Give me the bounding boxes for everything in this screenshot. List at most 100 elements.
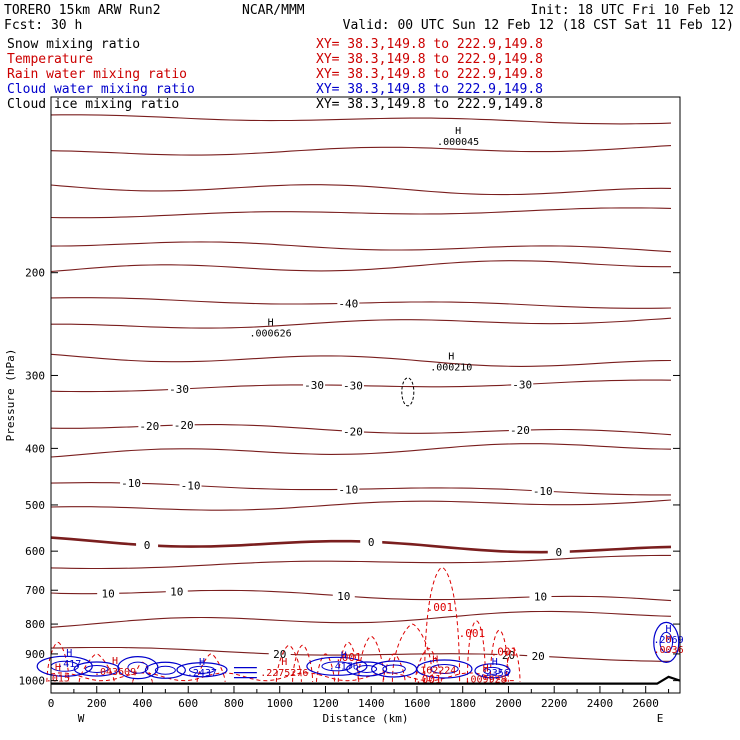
isotherm-label-bg [341,425,364,437]
x-tick-label: 0 [48,697,55,710]
isotherm-line [50,353,672,367]
maximum-marker: H [483,664,489,675]
rain-contour [78,653,115,682]
maximum-marker: H [268,317,274,328]
cloud-water-contour [188,665,215,674]
isotherm-label-bg [303,378,326,390]
isotherm-line [50,482,671,496]
plot-frame [50,96,681,694]
rain-contour-label: .001 [427,601,454,614]
isotherm-label-bg [527,650,550,662]
rain-contour [337,641,359,682]
maximum-value: .009928 [465,675,507,686]
isotherm-label: -10 [181,479,201,492]
cloud-water-contour [430,663,459,674]
isotherm-line [50,554,671,570]
plot-area: -40 -30 -30 -30 -30 -20 -20 -20 -20 -10 -10 -10 -10 0… [36,114,684,686]
rain-contour [196,653,226,682]
rain-contour [275,644,302,682]
maximum-value: .043609 [94,667,136,678]
isotherm-line [50,499,672,511]
cloud-water-contour [483,666,502,675]
x-tick-label: 2000 [495,697,522,710]
x-end-label-east: E [657,712,664,725]
maximum-value: .417 [57,659,81,670]
rain-contour-label: .001 [335,651,362,664]
cloud-water-contour [382,664,406,674]
isotherm-label-bg [337,483,360,495]
x-tick-label: 1600 [404,697,431,710]
x-tick-label: 2600 [632,697,659,710]
isotherm-label: 10 [170,585,183,598]
legend-field-name: Cloud ice mixing ratio [7,97,179,112]
rain-contour [489,629,509,682]
isotherm-label: -30 [512,378,532,391]
cloud-water-contour [127,661,149,674]
isotherm-label: -20 [174,419,194,432]
isotherm-label-bg [120,477,143,489]
cloud-water-contour [416,659,473,679]
isotherm-label: -20 [343,425,363,438]
cloud-water-contour [356,664,378,673]
isotherm-label-bg [138,420,161,432]
maximum-marker: H [448,352,454,363]
isotherm-label-bg [168,383,191,395]
maximum-value: .2437 [187,668,217,679]
chart-header: TORERO 15km ARW Run2 NCAR/MMM Init: 18 U… [4,3,734,33]
isotherm-line [50,646,671,662]
maximum-marker: H [666,624,672,635]
forecast-hour: Fcst: 30 h [4,18,82,33]
legend-field-name: Rain water mixing ratio [7,67,187,82]
y-tick-label: 800 [25,618,45,631]
isotherm-label: -20 [139,420,159,433]
init-time: Init: 18 UTC Fri 10 Feb 12 [531,3,735,18]
y-tick-label: 900 [25,648,45,661]
cloud-water-contour [321,661,353,672]
terrain-line [51,675,681,685]
cloud-water-contour [474,663,511,679]
rain-contour [391,623,433,682]
y-tick-label: 400 [25,442,45,455]
isotherm-line [50,184,672,196]
maximum-value: .0036 [654,645,684,656]
legend-field-range: XY= 38.3,149.8 to 222.9,149.8 [316,97,543,112]
x-tick-label: 1000 [266,697,293,710]
isotherm-label: 10 [534,591,547,604]
maximum-marker: H [199,657,205,668]
isotherm-label-bg [136,539,159,551]
rain-contour [466,620,486,682]
legend-field-range: XY= 38.3,149.8 to 222.9,149.8 [316,82,543,97]
legend-field-range: XY= 38.3,149.8 to 222.9,149.8 [316,67,543,82]
y-axis-label: Pressure (hPa) [4,349,17,442]
cloud-water-contour [346,661,388,677]
rain-contour [50,672,516,682]
isotherm-label: 0 [555,546,562,559]
maximum-value: .015 [46,673,70,684]
isotherm-line [50,260,671,273]
isotherm-line [50,443,672,458]
isotherm-label: 20 [502,649,515,662]
isotherm-label: 20 [532,650,545,663]
legend-field-name: Snow mixing ratio [7,37,140,52]
valid-time: Valid: 00 UTC Sun 12 Feb 12 (18 CST Sat … [343,18,734,33]
legend-field-name: Cloud water mixing ratio [7,82,195,97]
field-legend: Snow mixing ratio XY= 38.3,149.8 to 222.9… [7,37,543,112]
maximum-value: .000210 [430,363,472,374]
isotherm-label-bg [547,545,570,557]
x-tick-label: 600 [178,697,198,710]
org-label: NCAR/MMM [242,3,305,18]
isotherm-label: -10 [338,483,358,496]
legend-field-name: Temperature [7,52,93,67]
rain-contour [46,641,70,682]
isotherm-label-bg [511,378,534,390]
cloud-water-contour [84,664,109,673]
isotherm-line [50,241,672,253]
isotherm-label: 10 [102,588,115,601]
maximum-marker: H [112,656,118,667]
y-tick-label: 1000 [19,675,46,688]
x-tick-label: 1200 [312,697,339,710]
isotherm-label-bg [97,587,120,599]
legend-field-range: XY= 38.3,149.8 to 222.9,149.8 [316,52,543,67]
x-axis-label: Distance (km) [322,712,408,725]
